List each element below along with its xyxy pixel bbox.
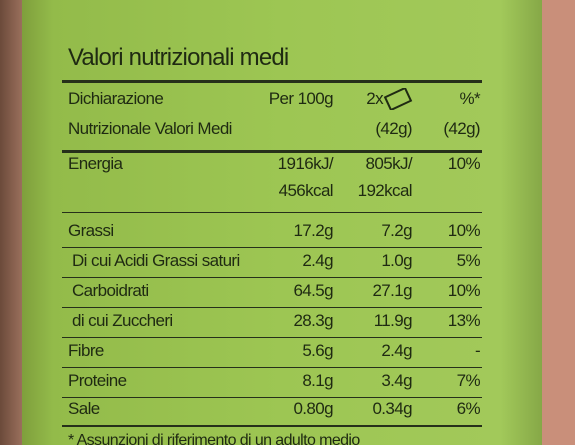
column-header: 2x	[366, 89, 383, 108]
column-header: %*	[459, 89, 480, 108]
cell-value: 64.5g	[293, 281, 333, 300]
cell-value: 0.80g	[293, 399, 333, 418]
rule	[62, 150, 482, 153]
cell-value: 6%	[456, 399, 481, 418]
rule	[62, 397, 482, 398]
cell-value: 1916kJ/	[277, 154, 334, 173]
cell-value: 0.34g	[372, 399, 412, 418]
rule	[62, 367, 482, 368]
bar-icon	[383, 88, 413, 110]
rule	[62, 80, 482, 83]
cell-value: 456kcal	[278, 181, 334, 200]
cell-value: 805kJ/	[365, 154, 413, 173]
row-label: di cui Zuccheri	[72, 311, 173, 330]
cell-value: 11.9g	[373, 311, 413, 330]
rule	[62, 425, 482, 427]
row-label: Grassi	[68, 221, 114, 240]
column-header: Nutrizionale Valori Medi	[68, 119, 232, 138]
bar-icon-shape	[383, 88, 413, 110]
rule	[62, 277, 482, 278]
cell-value: -	[474, 341, 481, 360]
footnote: * Assunzioni di riferimento di un adulto…	[68, 432, 360, 445]
rule	[62, 212, 482, 213]
cell-value: 5%	[456, 251, 481, 270]
row-label: Energia	[68, 154, 123, 173]
label-title: Valori nutrizionali medi	[68, 44, 289, 71]
cell-value: 13%	[447, 311, 481, 330]
row-label: Di cui Acidi Grassi saturi	[72, 251, 240, 270]
package-label	[22, 0, 542, 445]
cell-value: 10%	[447, 281, 481, 300]
column-header: Per 100g	[268, 89, 334, 108]
rule	[62, 307, 482, 308]
row-label: Proteine	[68, 371, 127, 390]
column-header: Dichiarazione	[68, 89, 164, 108]
cell-value: 10%	[447, 221, 481, 240]
background	[0, 0, 22, 445]
cell-value: 7%	[456, 371, 481, 390]
cell-value: 2.4g	[381, 341, 412, 360]
cell-value: 5.6g	[302, 341, 333, 360]
cell-value: 2.4g	[302, 251, 333, 270]
cell-value: 7.2g	[381, 221, 412, 240]
rule	[62, 337, 482, 338]
rule	[62, 247, 482, 248]
cell-value: 17.2g	[293, 221, 333, 240]
column-header: (42g)	[443, 119, 480, 138]
row-label: Carboidrati	[72, 281, 149, 300]
cell-value: 192kcal	[357, 181, 413, 200]
cell-value: 27.1g	[372, 281, 412, 300]
row-label: Fibre	[68, 341, 104, 360]
cell-value: 28.3g	[293, 311, 333, 330]
cell-value: 3.4g	[381, 371, 412, 390]
column-header: (42g)	[375, 119, 412, 138]
row-label: Sale	[68, 399, 100, 418]
cell-value: 8.1g	[302, 371, 333, 390]
cell-value: 10%	[447, 154, 481, 173]
cell-value: 1.0g	[381, 251, 412, 270]
